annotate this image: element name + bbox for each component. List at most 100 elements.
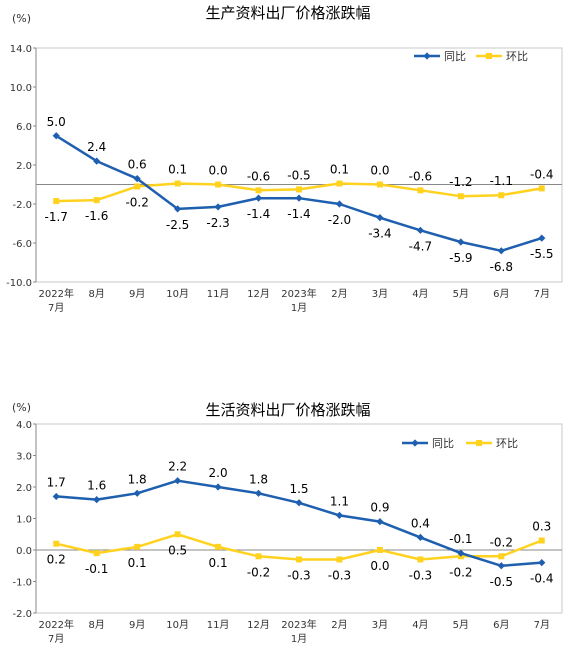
data-label-mom: 0.2 [47, 553, 66, 567]
x-tick-label: 2月 [331, 288, 347, 300]
data-label-yoy: -3.4 [368, 227, 391, 241]
data-point-yoy [538, 234, 546, 242]
chart-title: 生产资料出厂价格涨跌幅 [205, 4, 370, 22]
y-tick-label: -2.0 [12, 609, 32, 620]
data-label-mom: 0.1 [330, 163, 349, 177]
data-label-mom: 0.1 [168, 163, 187, 177]
x-tick-label: 2023年 1月 [281, 618, 316, 645]
data-label-mom: 0.1 [128, 556, 147, 570]
data-label-yoy: -5.9 [449, 251, 472, 265]
x-tick-label: 8月 [89, 288, 105, 300]
data-label-yoy: -1.4 [287, 207, 310, 221]
x-tick-label: 9月 [129, 288, 145, 300]
data-point-mom [255, 553, 262, 560]
data-label-yoy: -0.5 [490, 575, 513, 589]
legend-label-mom: 环比 [506, 50, 528, 63]
data-label-yoy: 1.8 [128, 472, 147, 486]
data-point-yoy [52, 492, 60, 501]
chart-title: 生活资料出厂价格涨跌幅 [205, 401, 370, 419]
y-tick-label: -10.0 [6, 278, 32, 289]
data-label-yoy: 1.8 [249, 472, 268, 486]
data-label-mom: 0.0 [370, 559, 389, 573]
data-label-mom: -0.5 [287, 168, 310, 182]
data-label-mom: -0.3 [328, 568, 351, 582]
data-label-yoy: -6.8 [490, 260, 513, 274]
data-point-mom [498, 192, 505, 199]
x-tick-label: 10月 [166, 288, 189, 300]
data-point-mom [538, 537, 545, 544]
data-point-yoy [52, 132, 60, 140]
data-point-mom [53, 540, 60, 547]
data-label-mom: -0.2 [490, 535, 513, 549]
legend-label-yoy: 同比 [444, 50, 466, 63]
x-tick-label: 5月 [453, 619, 469, 631]
data-point-yoy [295, 194, 303, 202]
data-label-yoy: 1.5 [289, 482, 308, 496]
data-point-mom [53, 198, 60, 205]
data-point-yoy [497, 247, 505, 255]
y-tick-label: 2.0 [16, 483, 32, 494]
data-point-mom [215, 181, 222, 188]
data-point-yoy [214, 483, 222, 491]
data-label-yoy: -4.7 [409, 239, 432, 253]
data-point-mom [498, 553, 505, 560]
y-tick-label: 14.0 [10, 44, 32, 55]
legend-label-yoy: 同比 [432, 437, 454, 450]
data-label-yoy: -2.0 [328, 213, 351, 227]
data-point-yoy [376, 518, 384, 526]
data-point-yoy [254, 489, 263, 497]
chart-consumer-goods: 生活资料出厂价格涨跌幅 (%) 4.0 3.0 2.0 1.0 0.0 -1.0 -2.0 202… [12, 401, 563, 645]
data-point-mom [134, 183, 141, 190]
data-label-mom: -0.3 [409, 568, 432, 582]
data-point-yoy [335, 511, 344, 519]
data-point-mom [93, 550, 100, 557]
data-label-mom: 0.0 [370, 164, 389, 178]
data-point-mom [174, 531, 181, 538]
data-point-mom [336, 556, 343, 563]
data-label-mom: -0.2 [449, 565, 472, 579]
data-point-mom [215, 543, 222, 550]
data-label-mom: -0.2 [125, 195, 148, 209]
x-tick-label: 11月 [207, 619, 230, 631]
y-tick-label: 10.0 [10, 83, 32, 94]
data-label-mom: -1.6 [85, 209, 108, 223]
x-tick-label: 2023年 1月 [281, 287, 316, 314]
y-tick-label: -1.0 [12, 578, 32, 589]
x-tick-label: 9月 [129, 619, 145, 631]
data-point-mom [417, 556, 424, 563]
data-point-yoy [214, 203, 222, 211]
data-label-yoy: -5.5 [530, 247, 553, 261]
x-tick-label: 2022年 7月 [39, 287, 74, 314]
data-point-yoy [174, 477, 182, 485]
y-tick-label: 1.0 [16, 515, 32, 526]
series-line-yoy [55, 134, 543, 253]
data-point-yoy [133, 489, 141, 497]
data-label-yoy: 1.7 [47, 475, 66, 489]
legend-marker-mom [486, 53, 492, 59]
data-point-yoy [416, 533, 424, 541]
x-tick-label: 5月 [453, 288, 469, 300]
data-label-mom: -0.2 [247, 565, 270, 579]
y-tick-label: 6.0 [16, 122, 32, 133]
data-label-mom: -0.6 [409, 169, 432, 183]
data-point-mom [174, 180, 181, 187]
x-tick-label: 2022年 7月 [39, 618, 74, 645]
data-point-yoy [335, 200, 344, 208]
y-tick-label: 3.0 [16, 452, 32, 463]
y-unit-label: (%) [12, 401, 31, 414]
x-tick-label: 12月 [247, 288, 270, 300]
data-label-mom: -1.1 [490, 174, 513, 188]
data-label-yoy: -1.4 [247, 207, 270, 221]
x-tick-label: 4月 [412, 619, 428, 631]
x-tick-label: 3月 [372, 619, 388, 631]
plot-area [35, 423, 563, 614]
data-point-mom [336, 180, 343, 187]
data-point-mom [376, 547, 383, 553]
x-tick-label: 7月 [534, 619, 550, 631]
x-tick-label: 11月 [207, 288, 230, 300]
data-point-mom [457, 193, 464, 200]
x-tick-label: 10月 [166, 619, 189, 631]
legend-marker-yoy [423, 52, 431, 60]
data-label-mom: -0.1 [85, 562, 108, 576]
